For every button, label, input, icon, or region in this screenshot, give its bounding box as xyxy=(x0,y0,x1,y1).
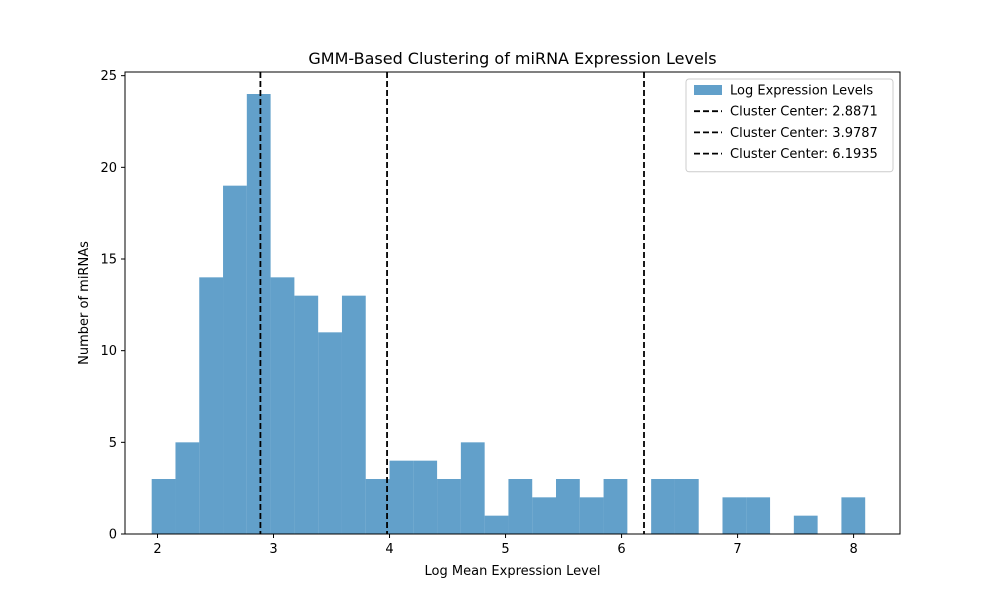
histogram-bar xyxy=(674,479,699,534)
histogram-bar xyxy=(793,515,818,534)
y-axis-ticks: 0 5 10 15 20 25 xyxy=(100,69,125,543)
y-tick-label: 0 xyxy=(109,528,117,543)
x-tick-label: 3 xyxy=(269,542,277,557)
legend-label: Cluster Center: 3.9787 xyxy=(730,126,878,141)
x-tick-label: 7 xyxy=(733,542,741,557)
plot-frame xyxy=(124,71,901,535)
histogram-bar xyxy=(484,515,509,534)
histogram-bar xyxy=(556,479,580,534)
histogram-bar xyxy=(579,497,604,534)
histogram-bar xyxy=(508,479,533,534)
histogram-bar xyxy=(246,94,271,534)
histogram-bar xyxy=(460,442,485,534)
y-tick-label: 25 xyxy=(100,69,117,84)
chart-title: GMM-Based Clustering of miRNA Expression… xyxy=(308,49,716,68)
histogram-bar xyxy=(175,442,200,534)
histogram-bar xyxy=(341,295,366,534)
legend: Log Expression Levels Cluster Center: 2.8… xyxy=(685,78,894,173)
x-tick-label: 8 xyxy=(849,542,857,557)
histogram-bar xyxy=(413,460,438,534)
legend-label: Log Expression Levels xyxy=(730,84,873,99)
histogram-bar xyxy=(365,479,390,534)
legend-swatch xyxy=(694,85,722,95)
histogram-bar xyxy=(294,295,319,534)
histogram-bar xyxy=(151,479,176,534)
histogram-bar xyxy=(389,460,414,534)
histogram-bar xyxy=(270,277,295,534)
histogram-bar xyxy=(603,479,628,534)
histogram-bar xyxy=(318,332,342,534)
legend-box xyxy=(685,78,894,173)
bars-layer xyxy=(151,94,866,534)
y-tick-label: 5 xyxy=(109,436,117,451)
y-tick-label: 15 xyxy=(100,253,117,268)
legend-label: Cluster Center: 6.1935 xyxy=(730,147,878,162)
histogram-bar xyxy=(651,479,675,534)
y-tick-label: 20 xyxy=(100,161,117,176)
histogram-bar xyxy=(746,497,771,534)
histogram-bar xyxy=(437,479,461,534)
x-tick-label: 2 xyxy=(153,542,161,557)
y-axis-label: Number of miRNAs xyxy=(77,241,92,365)
x-axis-label: Log Mean Expression Level xyxy=(425,564,601,579)
legend-label: Cluster Center: 2.8871 xyxy=(730,105,878,120)
y-tick-label: 10 xyxy=(100,344,117,359)
histogram-bar xyxy=(532,497,557,534)
histogram-bar xyxy=(841,497,866,534)
x-axis-ticks: 2 3 4 5 6 7 8 xyxy=(153,534,858,557)
histogram-bar xyxy=(223,185,247,534)
cluster-center-lines xyxy=(259,72,645,534)
x-tick-label: 4 xyxy=(385,542,393,557)
x-tick-label: 6 xyxy=(617,542,625,557)
x-tick-label: 5 xyxy=(501,542,509,557)
histogram-bar xyxy=(199,277,224,534)
histogram-bar xyxy=(722,497,747,534)
